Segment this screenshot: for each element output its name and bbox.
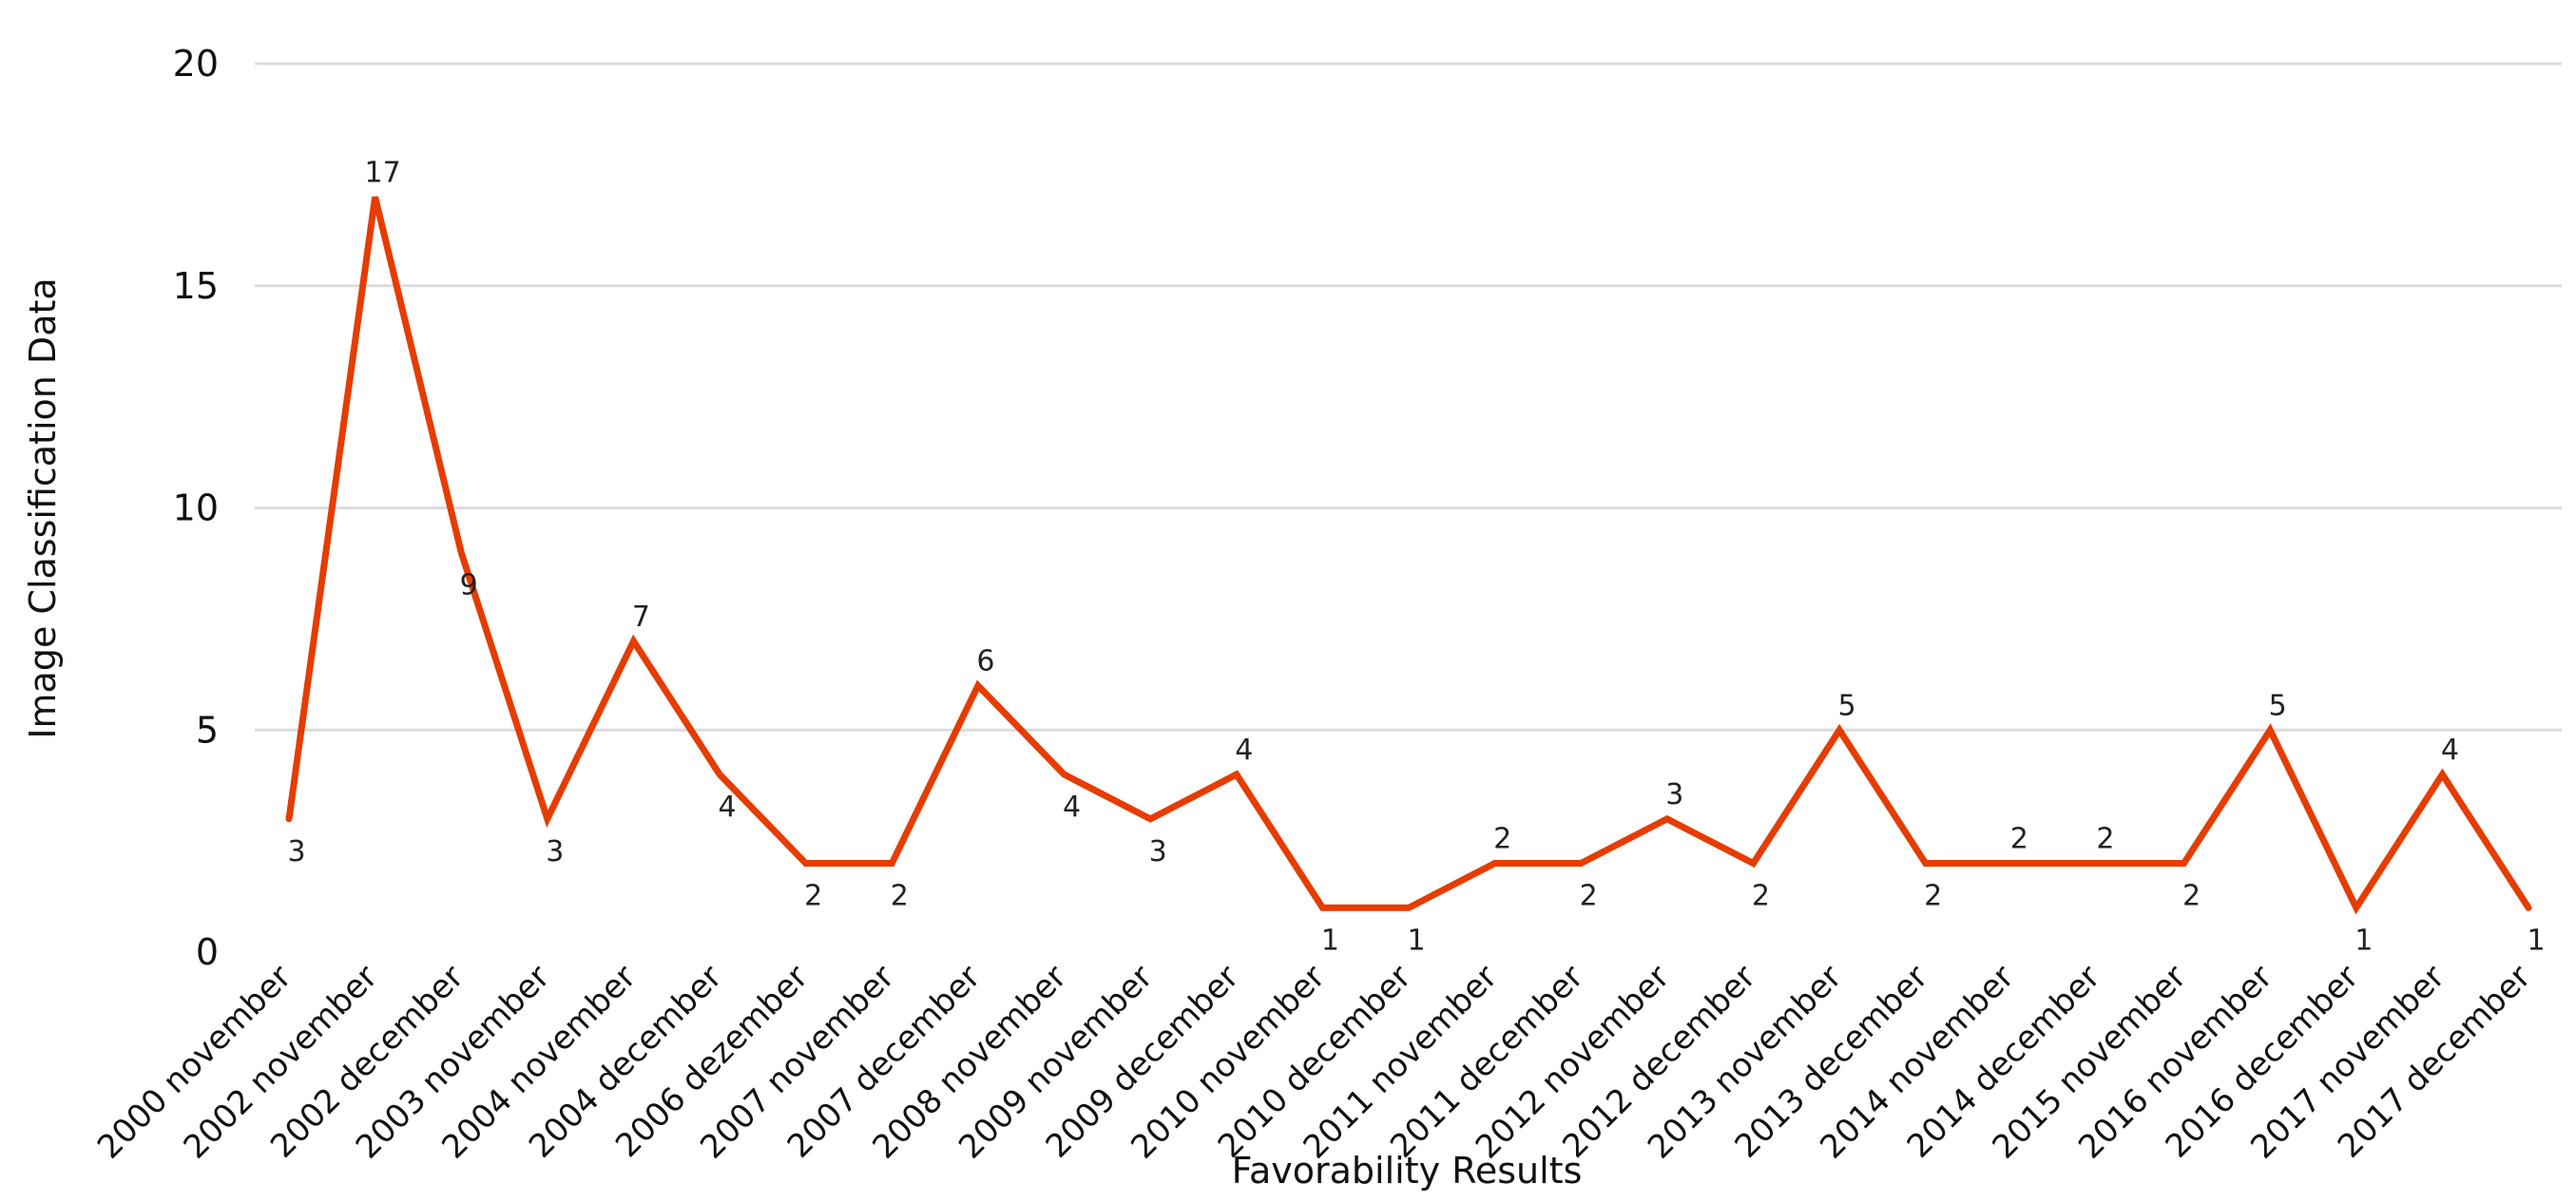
data-label: 5	[1838, 689, 1856, 722]
data-label: 2	[891, 880, 909, 913]
data-label: 2	[2096, 823, 2114, 856]
data-label: 2	[1924, 880, 1942, 913]
data-label: 2	[1580, 880, 1598, 913]
data-label: 2	[1752, 880, 1770, 913]
data-label: 9	[460, 568, 478, 602]
data-label: 2	[804, 880, 822, 913]
gridlines	[255, 62, 2562, 732]
data-label: 3	[287, 835, 305, 869]
data-label: 6	[976, 645, 994, 678]
y-axis-title: Image Classification Data	[22, 277, 64, 738]
y-tick-label: 0	[196, 931, 219, 973]
y-tick-label: 5	[196, 709, 219, 751]
data-label: 4	[719, 791, 737, 824]
series-line	[285, 196, 2532, 915]
data-labels: 3 17 9 3 7 4 2 2 6 4 3 4 1 1 2 2 3 2 5 2 2 2 2 5 1 4 1	[287, 156, 2545, 957]
y-axis-ticks: 0 5 10 15 20	[173, 43, 219, 973]
data-label: 2	[2182, 880, 2201, 913]
data-label: 1	[2527, 924, 2545, 957]
y-tick-label: 15	[173, 265, 219, 307]
data-label: 3	[1665, 778, 1683, 812]
data-label: 4	[1063, 791, 1081, 824]
data-label: 1	[1321, 924, 1339, 957]
x-axis-title: Favorability Results	[1232, 1150, 1583, 1192]
data-label: 17	[365, 156, 401, 189]
data-label: 2	[1493, 823, 1511, 856]
data-label: 3	[1149, 835, 1167, 869]
y-tick-label: 20	[173, 43, 219, 85]
data-label: 1	[2355, 924, 2373, 957]
data-label: 4	[2441, 734, 2459, 767]
data-label: 2	[2010, 823, 2028, 856]
data-label: 4	[1235, 734, 1253, 767]
data-label: 1	[1407, 924, 1425, 957]
y-tick-label: 10	[173, 487, 219, 529]
data-label: 7	[632, 601, 650, 634]
data-label: 3	[546, 835, 564, 869]
data-label: 5	[2269, 689, 2287, 722]
